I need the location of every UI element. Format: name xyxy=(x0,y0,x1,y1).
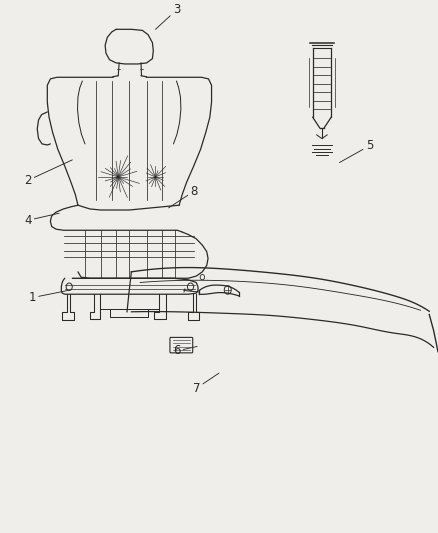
Text: 8: 8 xyxy=(169,184,198,208)
Text: 3: 3 xyxy=(155,3,180,29)
Text: 2: 2 xyxy=(24,160,72,187)
Text: 4: 4 xyxy=(24,213,59,227)
Text: 7: 7 xyxy=(193,373,219,395)
Text: 1: 1 xyxy=(28,290,68,304)
Text: 5: 5 xyxy=(339,139,373,163)
Text: 6: 6 xyxy=(173,344,197,358)
